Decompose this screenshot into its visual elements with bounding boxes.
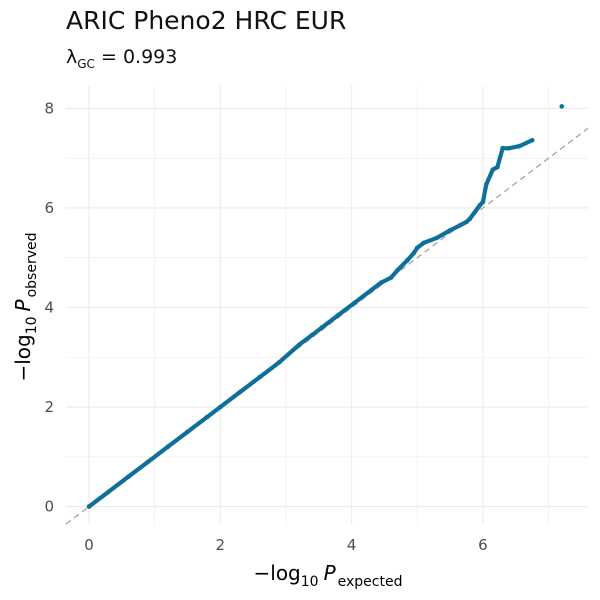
data-point — [352, 300, 358, 305]
x-axis-symbol: P — [324, 561, 337, 585]
equals-sign: = — [94, 46, 123, 68]
data-point — [414, 245, 420, 251]
data-point — [145, 459, 151, 465]
data-point — [257, 374, 262, 380]
y-tick-label: 4 — [44, 298, 54, 316]
dense-points-segment — [237, 375, 262, 395]
y-tick-label: 0 — [44, 498, 54, 516]
data-point — [411, 250, 417, 256]
y-tick-label: 6 — [44, 199, 54, 217]
data-points — [86, 104, 565, 509]
x-axis-base: 10 — [301, 574, 319, 590]
data-point — [529, 137, 535, 143]
data-point — [388, 275, 394, 280]
data-point — [516, 143, 522, 149]
data-point — [467, 216, 473, 222]
dense-points-segment — [395, 258, 410, 273]
dense-points-segment — [205, 404, 223, 420]
y-tick-label: 2 — [44, 398, 54, 416]
x-axis-subscript: expected — [338, 574, 403, 590]
y-axis-prefix: −log — [11, 334, 35, 381]
chart-subtitle: λGC = 0.993 — [66, 46, 177, 71]
dense-points-segment — [336, 300, 358, 318]
data-point — [237, 389, 243, 395]
data-point — [457, 223, 463, 228]
data-point — [126, 474, 131, 480]
data-point — [86, 504, 92, 509]
dense-points-segment — [277, 342, 302, 365]
data-point — [165, 444, 171, 450]
y-axis-title: −log10 Pobserved — [11, 232, 40, 381]
data-point — [319, 325, 325, 330]
dense-points-segment — [495, 146, 505, 170]
dense-points-segment — [218, 390, 243, 410]
data-point — [405, 257, 410, 263]
x-tick-label: 2 — [216, 536, 226, 554]
dense-points-segment — [165, 429, 190, 449]
dense-points-segment — [86, 489, 111, 509]
dense-points-segment — [467, 203, 482, 221]
data-point — [204, 414, 210, 420]
dense-points-segment — [480, 182, 489, 205]
lambda-subscript: GC — [77, 56, 95, 71]
data-point — [296, 342, 302, 348]
dense-points-segment — [484, 167, 495, 187]
data-point — [378, 280, 384, 285]
reference-line — [65, 127, 589, 525]
grid — [66, 86, 588, 524]
dense-points-segment — [434, 228, 453, 240]
x-tick-label: 4 — [347, 536, 357, 554]
data-point — [218, 404, 223, 410]
data-point — [495, 164, 500, 170]
dense-points-segment — [516, 138, 535, 149]
y-axis-base: 10 — [24, 316, 40, 334]
dense-points-segment — [145, 444, 170, 464]
x-tick-labels: 0 2 4 6 — [84, 536, 488, 554]
x-tick-label: 6 — [478, 536, 488, 554]
dense-points-segment — [421, 235, 440, 245]
data-point — [483, 182, 489, 187]
data-point — [434, 235, 440, 241]
dense-points-segment — [185, 414, 210, 435]
data-point — [106, 489, 111, 494]
data-point — [490, 167, 496, 172]
data-point — [559, 104, 565, 109]
data-point — [185, 429, 190, 435]
data-point — [421, 240, 427, 246]
x-axis-prefix: −log — [254, 561, 301, 585]
dense-points-segment — [126, 459, 151, 479]
y-axis-symbol: P — [11, 298, 35, 311]
data-point — [500, 145, 505, 151]
y-tick-labels: 0 2 4 6 8 — [44, 99, 54, 515]
dense-points-segment — [319, 312, 341, 330]
reference-line-group — [65, 127, 589, 525]
data-point — [480, 199, 486, 205]
chart-title: ARIC Pheno2 HRC EUR — [66, 6, 347, 35]
data-point — [336, 312, 341, 318]
lambda-symbol: λ — [66, 46, 78, 68]
lambda-value: 0.993 — [122, 46, 178, 68]
data-point — [277, 359, 282, 365]
dense-points-segment — [352, 287, 374, 305]
dense-points-segment — [257, 360, 282, 380]
data-point — [369, 287, 374, 293]
dense-points-segment — [106, 474, 131, 494]
data-point — [464, 219, 469, 225]
data-point — [447, 228, 453, 233]
data-point — [477, 203, 482, 208]
x-tick-label: 0 — [84, 536, 94, 554]
dense-points-segment — [296, 332, 315, 347]
y-axis-subscript: observed — [24, 232, 40, 297]
data-point — [395, 267, 400, 273]
data-point — [506, 145, 512, 151]
y-tick-label: 8 — [44, 99, 54, 117]
data-point — [309, 332, 315, 338]
